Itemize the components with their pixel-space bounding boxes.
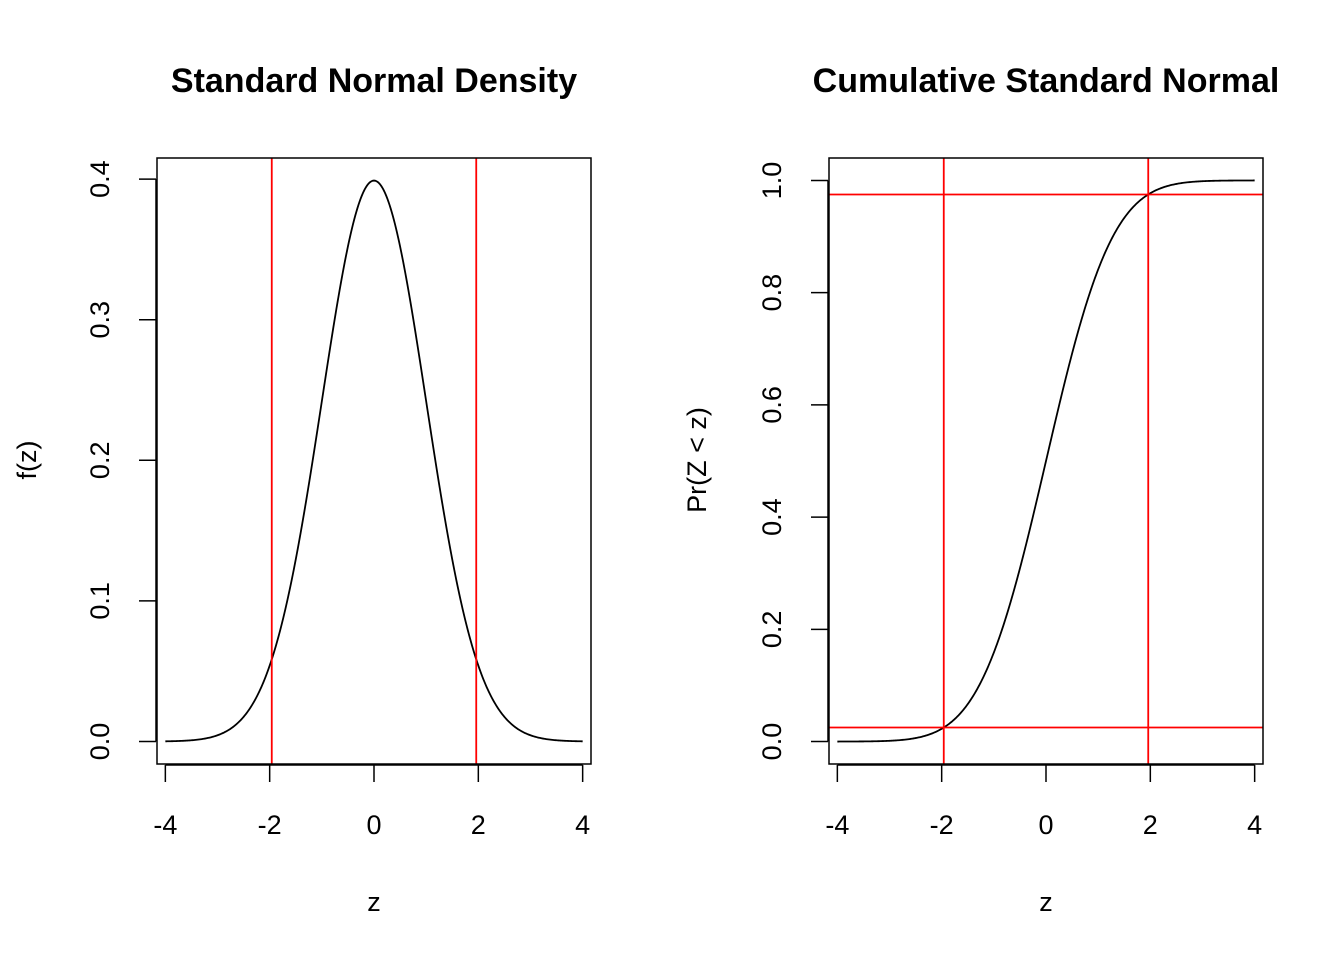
chart-title: Cumulative Standard Normal	[813, 62, 1280, 100]
x-tick-label: -2	[930, 810, 954, 840]
y-tick-label: 0.6	[757, 386, 787, 424]
x-axis-label: z	[1039, 887, 1053, 917]
y-tick-label: 0.1	[85, 582, 115, 620]
x-tick-label: 4	[575, 810, 590, 840]
chart-title: Standard Normal Density	[171, 62, 577, 100]
y-axis: 0.0 0.2 0.4 0.6 0.8 1.0	[757, 162, 829, 761]
y-tick-label: 0.3	[85, 301, 115, 339]
x-tick-label: -4	[825, 810, 849, 840]
plot-frame	[156, 157, 592, 765]
density-panel: Standard Normal Density z f(z) -4 -2 0 2 4 0…	[12, 62, 592, 917]
x-axis-label: z	[367, 887, 381, 917]
y-axis-label: Pr(Z < z)	[682, 407, 712, 513]
x-axis: -4 -2 0 2 4	[825, 764, 1262, 840]
y-tick-label: 1.0	[757, 162, 787, 200]
reference-lines	[829, 158, 1263, 764]
x-tick-label: 0	[366, 810, 381, 840]
y-axis: 0.0 0.1 0.2 0.3 0.4	[85, 160, 157, 761]
y-tick-label: 0.0	[757, 723, 787, 761]
x-tick-label: 4	[1247, 810, 1262, 840]
y-tick-label: 0.2	[85, 442, 115, 480]
cumulative-panel: Cumulative Standard Normal z Pr(Z < z) -…	[682, 62, 1279, 917]
x-tick-label: -2	[258, 810, 282, 840]
x-tick-label: 2	[1143, 810, 1158, 840]
y-tick-label: 0.4	[757, 498, 787, 536]
series-line	[837, 179, 1255, 743]
reference-lines	[270, 158, 478, 764]
y-tick-label: 0.2	[757, 611, 787, 649]
y-axis-label: f(z)	[12, 441, 42, 480]
plot-area	[165, 179, 583, 743]
x-tick-label: 2	[471, 810, 486, 840]
plot-area	[837, 179, 1255, 743]
y-tick-label: 0.8	[757, 274, 787, 312]
x-axis: -4 -2 0 2 4	[153, 764, 590, 840]
x-tick-label: 0	[1038, 810, 1053, 840]
x-tick-label: -4	[153, 810, 177, 840]
y-tick-label: 0.0	[85, 723, 115, 761]
series-line	[165, 179, 583, 743]
plot-frame	[828, 157, 1264, 765]
y-tick-label: 0.4	[85, 160, 115, 198]
